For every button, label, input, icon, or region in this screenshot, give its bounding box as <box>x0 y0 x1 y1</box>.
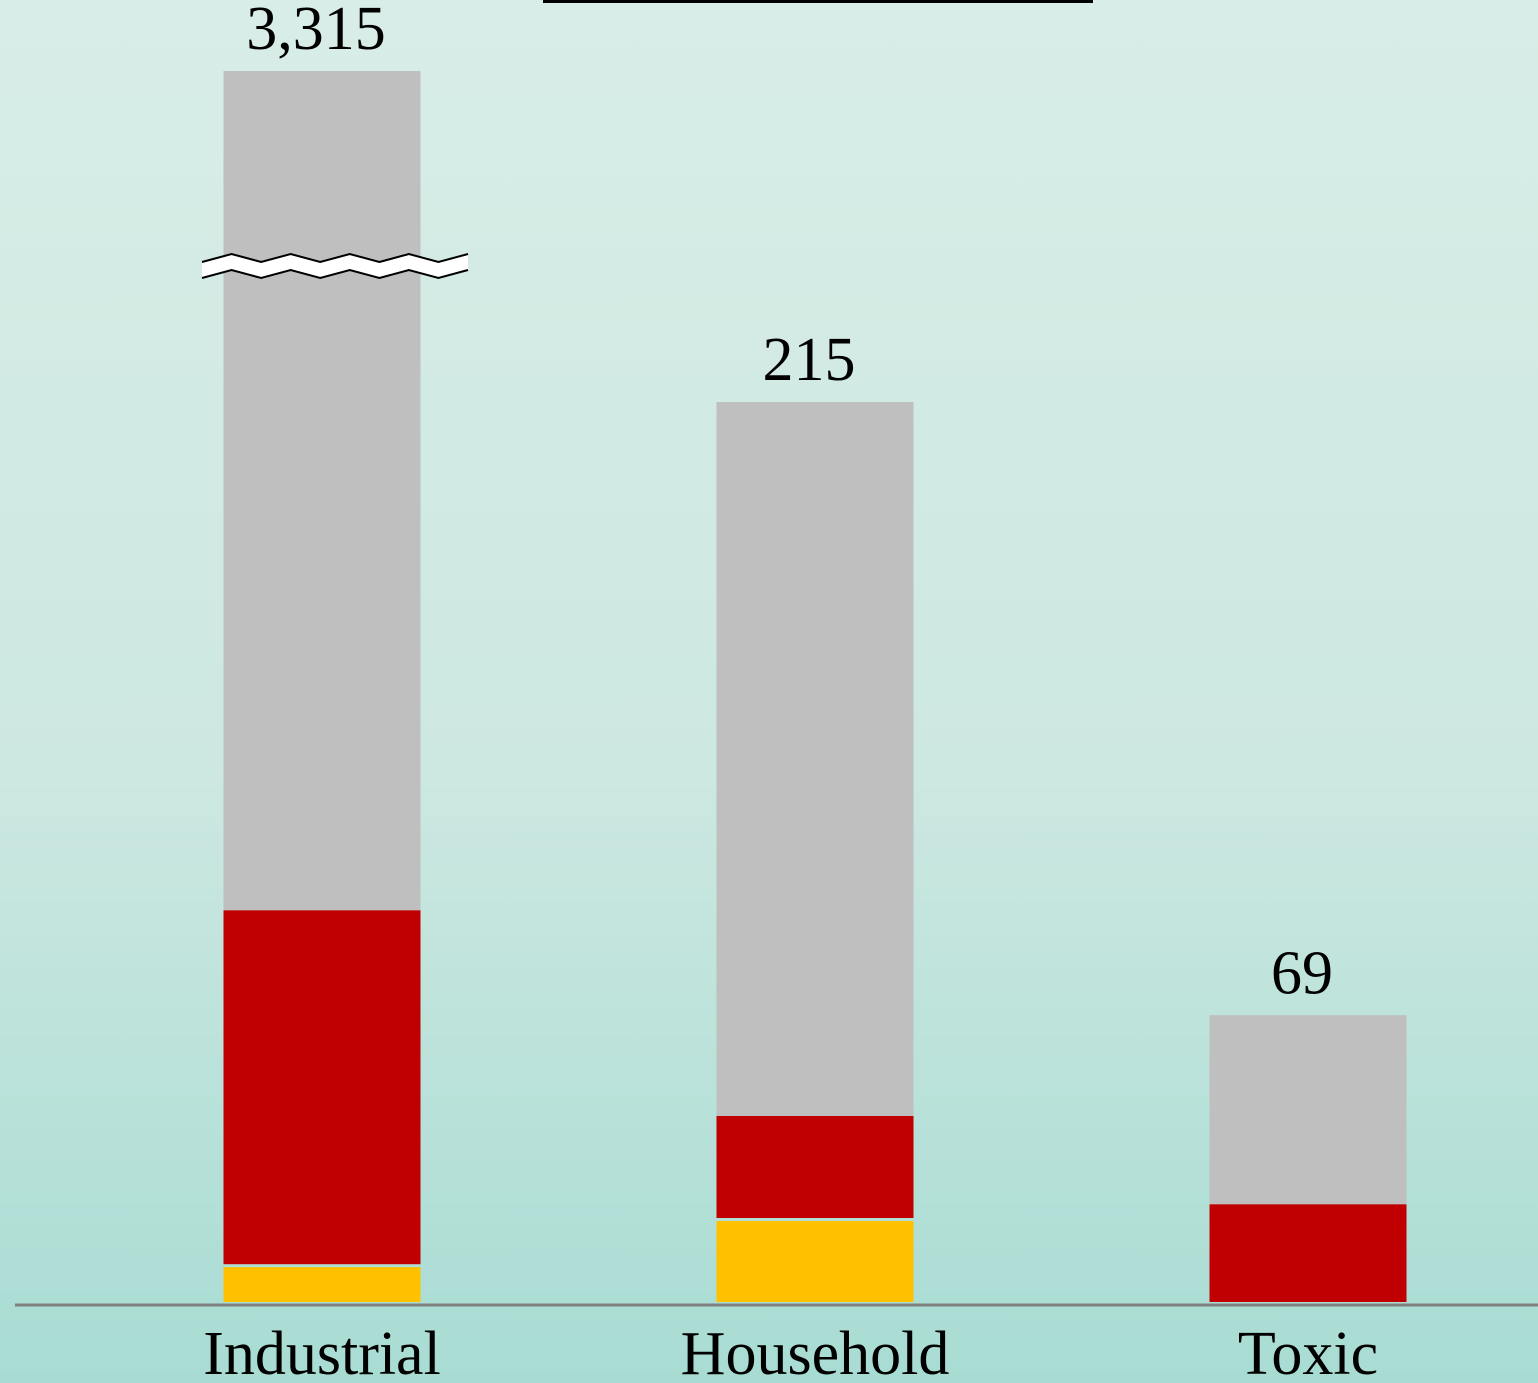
bar-segment <box>716 1116 914 1218</box>
bar-segment <box>716 402 914 1116</box>
axis-break-line <box>201 252 469 264</box>
plot <box>201 71 1407 1302</box>
bar-segment <box>223 1267 421 1302</box>
x-tick-label: Industrial <box>203 1320 441 1383</box>
bar-segment <box>716 1221 914 1302</box>
bar-segment <box>1209 1204 1407 1302</box>
total-label: 3,315 <box>246 0 386 63</box>
bar-segment <box>1209 1015 1407 1205</box>
total-label: 215 <box>763 326 856 394</box>
bar-segment <box>223 910 421 1265</box>
bar-segment <box>223 71 421 911</box>
total-label: 69 <box>1271 939 1333 1007</box>
x-tick-label: Toxic <box>1238 1320 1378 1383</box>
x-tick-label: Household <box>681 1320 950 1383</box>
axis-break-line <box>201 268 469 280</box>
